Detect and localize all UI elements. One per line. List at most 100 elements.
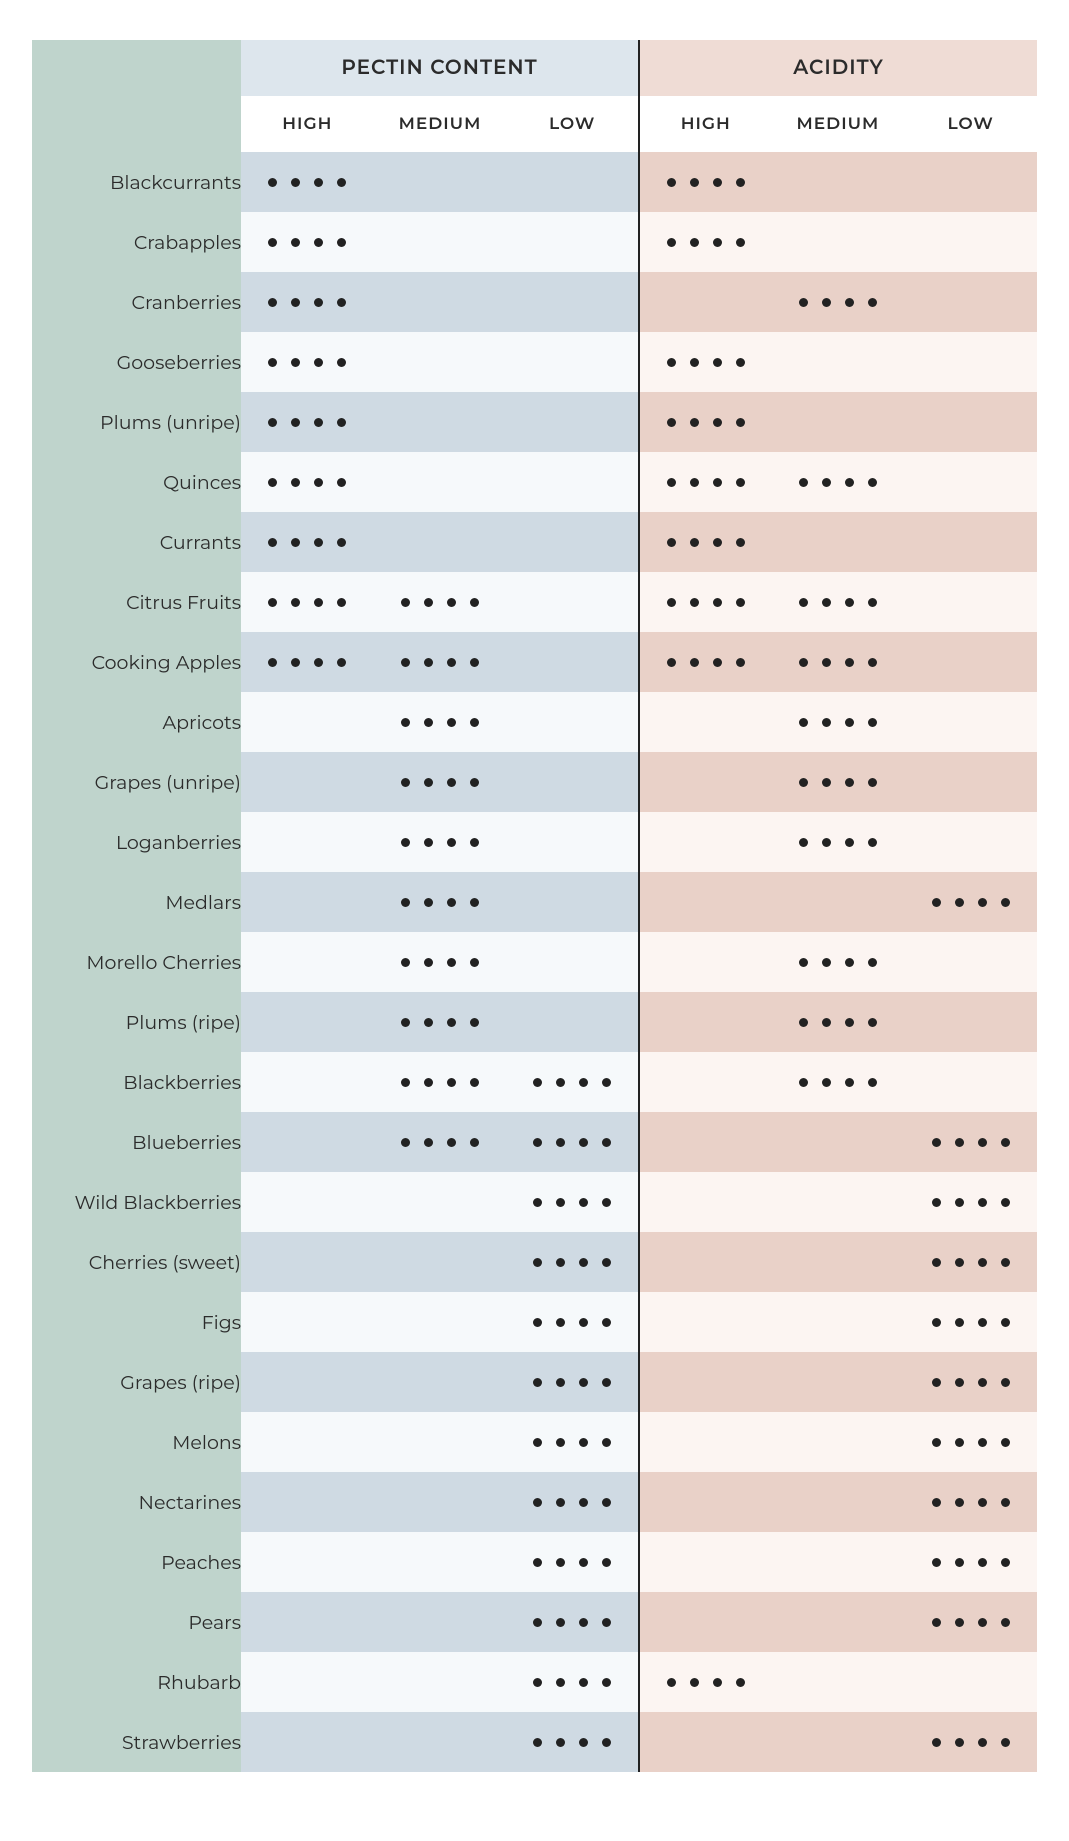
pectin-low-cell [506,1172,639,1232]
fruit-label: Citrus Fruits [32,572,241,632]
pectin-high-cell [241,212,374,272]
acidity-low-cell [904,932,1037,992]
pectin-high-cell [241,872,374,932]
fruit-label: Cranberries [32,272,241,332]
fruit-label: Currants [32,512,241,572]
pectin-low-cell [506,992,639,1052]
pectin-medium-cell [374,1652,507,1712]
table-row: Pears [32,1592,1037,1652]
acidity-low-cell [904,1472,1037,1532]
table-row: Strawberries [32,1712,1037,1772]
pectin-medium-cell [374,452,507,512]
acidity-low-cell [904,1532,1037,1592]
pectin-low-cell [506,1712,639,1772]
table-row: Quinces [32,452,1037,512]
pectin-low-cell [506,332,639,392]
acidity-high-cell [639,1412,772,1472]
pectin-low-cell [506,452,639,512]
acidity-medium-cell [772,1352,905,1412]
acidity-medium-cell [772,1412,905,1472]
pectin-high-cell [241,1592,374,1652]
acidity-medium-cell [772,452,905,512]
pectin-medium-cell [374,512,507,572]
acidity-high-cell [639,512,772,572]
pectin-low-header: LOW [506,96,639,152]
acidity-high-cell [639,272,772,332]
pectin-high-cell [241,1352,374,1412]
table-row: Melons [32,1412,1037,1472]
acidity-medium-cell [772,1172,905,1232]
fruit-label: Blackcurrants [32,152,241,212]
fruit-label: Cooking Apples [32,632,241,692]
pectin-low-cell [506,932,639,992]
fruit-label: Figs [32,1292,241,1352]
acidity-low-cell [904,752,1037,812]
table-row: Blueberries [32,1112,1037,1172]
fruit-label: Loganberries [32,812,241,872]
pectin-low-cell [506,1352,639,1412]
group-header-blank [32,40,241,96]
pectin-medium-cell [374,572,507,632]
acidity-high-cell [639,572,772,632]
pectin-high-cell [241,1412,374,1472]
acidity-high-cell [639,1532,772,1592]
pectin-high-cell [241,452,374,512]
acidity-low-cell [904,692,1037,752]
fruit-label: Wild Blackberries [32,1172,241,1232]
table-row: Morello Cherries [32,932,1037,992]
acidity-medium-cell [772,272,905,332]
pectin-medium-cell [374,1172,507,1232]
acidity-low-cell [904,392,1037,452]
pectin-medium-cell [374,752,507,812]
table-row: Wild Blackberries [32,1172,1037,1232]
pectin-low-cell [506,872,639,932]
acidity-low-cell [904,1112,1037,1172]
fruit-label: Melons [32,1412,241,1472]
pectin-low-cell [506,692,639,752]
acidity-low-cell [904,1052,1037,1112]
group-header-row: PECTIN CONTENT ACIDITY [32,40,1037,96]
acidity-high-cell [639,1232,772,1292]
pectin-low-cell [506,1532,639,1592]
pectin-low-cell [506,572,639,632]
acidity-medium-cell [772,152,905,212]
pectin-high-cell [241,332,374,392]
pectin-low-cell [506,632,639,692]
pectin-high-cell [241,1292,374,1352]
acidity-low-cell [904,1232,1037,1292]
pectin-low-cell [506,1052,639,1112]
pectin-medium-cell [374,1532,507,1592]
acidity-low-cell [904,572,1037,632]
acidity-medium-cell [772,1052,905,1112]
table-row: Nectarines [32,1472,1037,1532]
fruit-label: Peaches [32,1532,241,1592]
pectin-high-cell [241,152,374,212]
pectin-high-cell [241,932,374,992]
acidity-low-cell [904,272,1037,332]
acidity-low-cell [904,1592,1037,1652]
acidity-high-cell [639,752,772,812]
acidity-high-cell [639,332,772,392]
pectin-low-cell [506,752,639,812]
fruit-label: Nectarines [32,1472,241,1532]
pectin-medium-cell [374,632,507,692]
pectin-medium-header: MEDIUM [374,96,507,152]
acidity-medium-cell [772,692,905,752]
pectin-medium-cell [374,1232,507,1292]
pectin-medium-cell [374,1352,507,1412]
acidity-medium-cell [772,1652,905,1712]
pectin-high-cell [241,1052,374,1112]
fruit-label: Medlars [32,872,241,932]
pectin-high-cell [241,1712,374,1772]
table-row: Cooking Apples [32,632,1037,692]
fruit-label: Rhubarb [32,1652,241,1712]
pectin-medium-cell [374,872,507,932]
pectin-low-cell [506,392,639,452]
pectin-low-cell [506,272,639,332]
pectin-medium-cell [374,932,507,992]
acidity-low-cell [904,1652,1037,1712]
acidity-high-cell [639,452,772,512]
pectin-high-cell [241,692,374,752]
table-row: Gooseberries [32,332,1037,392]
acidity-high-cell [639,392,772,452]
